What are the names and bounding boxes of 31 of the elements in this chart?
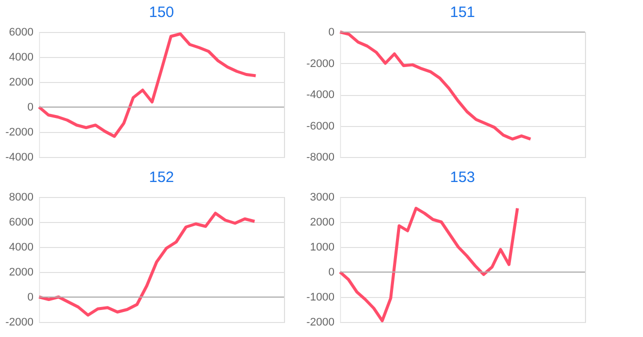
- y-tick-label: 0: [328, 26, 334, 38]
- y-tick-label: 2000: [9, 266, 34, 278]
- chart-title: 150: [148, 4, 174, 21]
- chart-title: 151: [450, 4, 476, 21]
- line-series: [338, 206, 519, 322]
- y-tick-label: -1000: [306, 292, 334, 304]
- y-tick-label: 1000: [310, 242, 334, 254]
- y-tick-label: 0: [27, 102, 34, 114]
- y-tick-label: -2000: [5, 316, 34, 328]
- y-tick-label: 6000: [9, 216, 34, 228]
- chart-title: 153: [450, 169, 476, 186]
- y-tick-label: 4000: [9, 52, 34, 64]
- y-tick-label: -2000: [306, 316, 334, 328]
- y-tick-label: -4000: [306, 89, 334, 101]
- y-tick-label: -6000: [306, 120, 334, 132]
- y-tick-label: -4000: [5, 152, 34, 164]
- y-tick-label: 3000: [310, 192, 334, 204]
- line-series: [38, 32, 258, 138]
- chart-title: 152: [148, 169, 174, 186]
- y-tick-label: 2000: [9, 76, 34, 88]
- line-series: [338, 30, 532, 141]
- y-tick-label: 2000: [310, 216, 334, 228]
- y-tick-label: 0: [328, 266, 334, 278]
- line-series: [38, 212, 256, 317]
- y-tick-label: -8000: [306, 152, 334, 164]
- y-tick-label: 4000: [9, 242, 34, 254]
- y-tick-label: -2000: [5, 126, 34, 138]
- y-tick-label: 6000: [9, 26, 34, 38]
- y-tick-label: 0: [27, 292, 34, 304]
- y-tick-label: 8000: [9, 192, 34, 204]
- y-tick-label: -2000: [306, 58, 334, 70]
